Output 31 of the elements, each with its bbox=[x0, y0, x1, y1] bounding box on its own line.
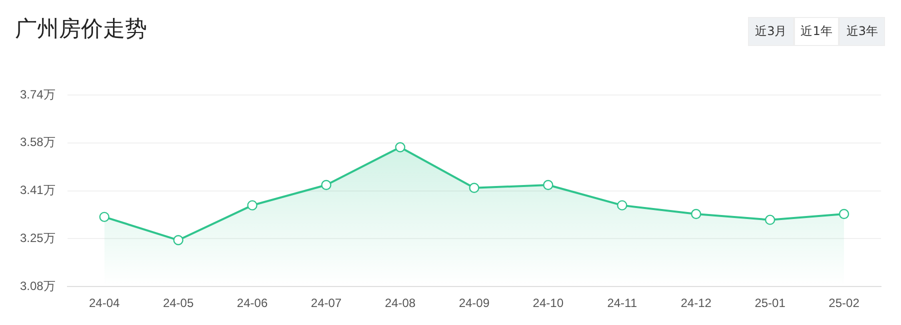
x-tick-label: 24-09 bbox=[458, 296, 490, 310]
point bbox=[543, 180, 554, 190]
x-tick-label: 24-06 bbox=[236, 296, 268, 310]
y-tick-label: 3.41万 bbox=[20, 183, 56, 198]
text: 近3年 bbox=[839, 17, 885, 46]
x-tick-label: 24-07 bbox=[310, 296, 342, 310]
x-tick-label: 25-02 bbox=[828, 296, 860, 310]
point bbox=[469, 182, 480, 193]
x-tick-label: 24-05 bbox=[162, 296, 194, 310]
point bbox=[247, 200, 258, 210]
y-tick-label: 3.25万 bbox=[20, 231, 56, 246]
point bbox=[321, 180, 332, 190]
x-tick-label: 24-10 bbox=[532, 296, 564, 310]
x-tick-label: 24-12 bbox=[680, 296, 712, 310]
chart-title: 广州房价走势 bbox=[15, 16, 147, 44]
point bbox=[395, 142, 406, 152]
text: 近1年 bbox=[794, 17, 840, 46]
x-tick-label: 24-11 bbox=[607, 296, 638, 310]
x-tick-label: 25-01 bbox=[754, 296, 786, 310]
y-tick-label: 3.74万 bbox=[20, 87, 56, 102]
x-tick-label: 24-08 bbox=[384, 296, 416, 310]
point bbox=[690, 208, 702, 220]
x-tick-label: 24-04 bbox=[88, 296, 120, 310]
point bbox=[173, 235, 184, 246]
point bbox=[764, 214, 776, 225]
y-tick-label: 3.58万 bbox=[20, 135, 56, 150]
text: 近3月 bbox=[748, 17, 794, 46]
point bbox=[617, 200, 628, 210]
y-tick-label: 3.08万 bbox=[20, 278, 56, 293]
point bbox=[838, 208, 850, 220]
point bbox=[99, 212, 110, 222]
